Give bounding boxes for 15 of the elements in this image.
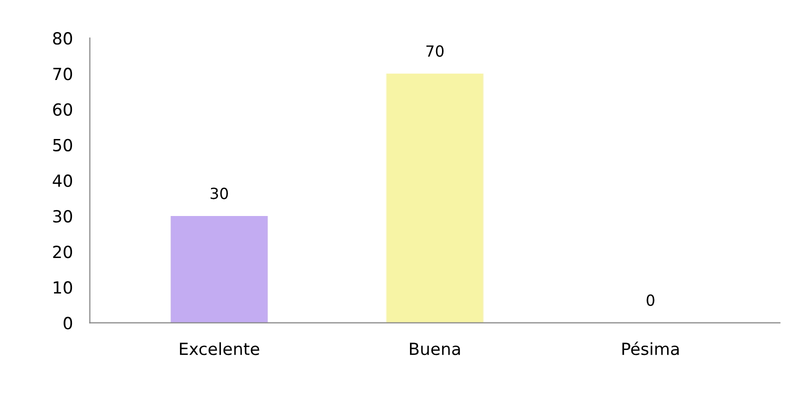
y-tick-label: 0 [64, 316, 72, 330]
y-tick-label: 50 [53, 138, 72, 152]
y-tick-label: 10 [54, 281, 72, 294]
y-tick-label: 80 [53, 32, 72, 45]
x-tick-label: Pésima [622, 342, 679, 356]
y-tick-label: 70 [53, 68, 72, 80]
data-label: 30 [210, 188, 228, 200]
y-tick-label: 20 [53, 246, 72, 258]
x-tick-label: Excelente [180, 342, 260, 356]
data-label: 0 [646, 294, 654, 306]
data-label: 70 [426, 45, 444, 57]
x-tick-label: Buena [410, 342, 460, 356]
y-tick-label: 60 [53, 103, 72, 116]
y-tick-label: 40 [52, 174, 72, 188]
y-tick-label: 30 [53, 210, 72, 223]
